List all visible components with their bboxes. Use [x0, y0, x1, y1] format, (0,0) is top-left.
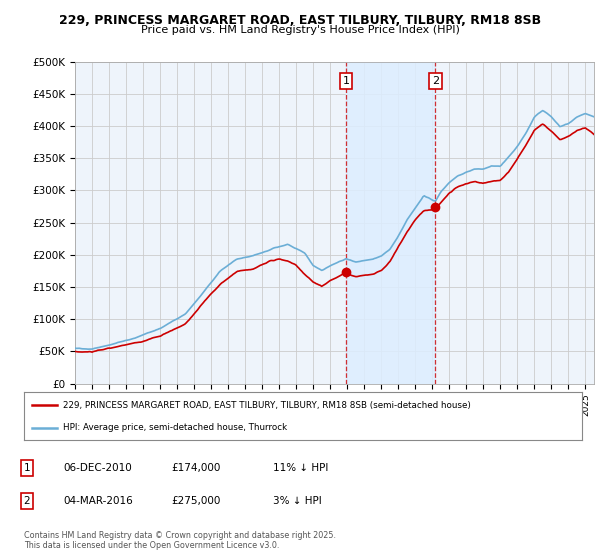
Text: 2: 2	[23, 496, 31, 506]
Text: £275,000: £275,000	[171, 496, 220, 506]
Text: 2: 2	[431, 76, 439, 86]
Text: 1: 1	[343, 76, 349, 86]
Text: 06-DEC-2010: 06-DEC-2010	[63, 463, 132, 473]
Text: HPI: Average price, semi-detached house, Thurrock: HPI: Average price, semi-detached house,…	[63, 423, 287, 432]
Text: 229, PRINCESS MARGARET ROAD, EAST TILBURY, TILBURY, RM18 8SB (semi-detached hous: 229, PRINCESS MARGARET ROAD, EAST TILBUR…	[63, 401, 471, 410]
Text: Contains HM Land Registry data © Crown copyright and database right 2025.
This d: Contains HM Land Registry data © Crown c…	[24, 531, 336, 550]
Text: 04-MAR-2016: 04-MAR-2016	[63, 496, 133, 506]
Text: Price paid vs. HM Land Registry's House Price Index (HPI): Price paid vs. HM Land Registry's House …	[140, 25, 460, 35]
Text: 1: 1	[23, 463, 31, 473]
Bar	[346, 62, 435, 384]
Text: 229, PRINCESS MARGARET ROAD, EAST TILBURY, TILBURY, RM18 8SB: 229, PRINCESS MARGARET ROAD, EAST TILBUR…	[59, 14, 541, 27]
Text: 3% ↓ HPI: 3% ↓ HPI	[273, 496, 322, 506]
Text: £174,000: £174,000	[171, 463, 220, 473]
Text: 11% ↓ HPI: 11% ↓ HPI	[273, 463, 328, 473]
